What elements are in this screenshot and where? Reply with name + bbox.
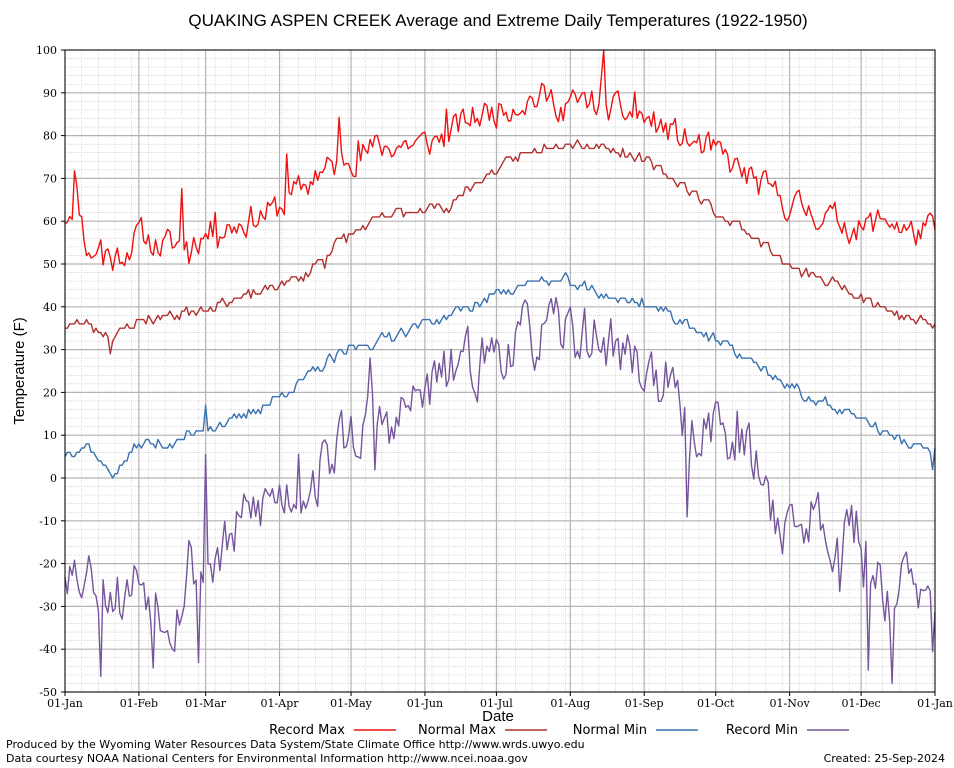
y-tick-label: -20 [39, 558, 57, 571]
x-tick-label: 01-Jun [407, 697, 443, 710]
x-axis-label: Date [482, 708, 514, 725]
y-tick-label: 100 [36, 44, 57, 57]
y-tick-label: 90 [43, 87, 57, 100]
y-tick-label: 0 [50, 472, 57, 485]
y-tick-label: 50 [43, 258, 57, 271]
legend-label-normal-min: Normal Min [573, 723, 647, 738]
legend-item-normal-max: Normal Max [418, 723, 547, 738]
y-tick-label: 20 [43, 386, 57, 399]
footer-credit-noaa: Data courtesy NOAA National Centers for … [6, 752, 528, 765]
x-tick-label: 01-Jan [47, 697, 83, 710]
legend-item-normal-min: Normal Min [573, 723, 698, 738]
y-tick-label: 10 [43, 429, 57, 442]
legend-label-record-min: Record Min [726, 723, 798, 738]
y-tick-label: 40 [43, 301, 57, 314]
x-tick-label: 01-Feb [120, 697, 158, 710]
y-tick-label: 70 [43, 172, 57, 185]
legend-item-record-max: Record Max [269, 723, 396, 738]
series-layer [64, 49, 936, 685]
x-tick-label: 01-Jan [917, 697, 953, 710]
y-axis-label: Temperature (F) [11, 317, 28, 425]
x-tick-label: 01-May [330, 697, 373, 710]
y-tick-label: 30 [43, 344, 57, 357]
y-tick-label: -30 [39, 600, 57, 613]
legend-label-normal-max: Normal Max [418, 723, 496, 738]
plot-frame [64, 49, 936, 693]
y-axis: -50 -40 -30 -20 -10 0 10 20 30 40 50 60 70 80 90 100 [36, 44, 65, 699]
series-line-record-min [64, 296, 936, 685]
legend-label-record-max: Record Max [269, 723, 345, 738]
x-tick-label: 01-Jul [480, 697, 513, 710]
y-tick-label: 80 [43, 130, 57, 143]
legend-item-record-min: Record Min [726, 723, 849, 738]
x-axis: 01-Jan 01-Feb 01-Mar 01-Apr 01-May 01-Jun 01-J… [47, 692, 953, 710]
footer-created-date: Created: 25-Sep-2024 [824, 752, 945, 765]
series-line-normal-min [64, 271, 936, 479]
y-tick-label: -40 [39, 643, 57, 656]
y-tick-label: -10 [39, 515, 57, 528]
x-tick-label: 01-Sep [625, 697, 664, 710]
footer-credit-wrds: Produced by the Wyoming Water Resources … [6, 738, 585, 751]
plot-area [65, 50, 935, 692]
x-tick-label: 01-Apr [261, 697, 300, 710]
x-tick-label: 01-Oct [697, 697, 735, 710]
series-line-record-max [64, 49, 936, 272]
x-tick-label: 01-Nov [770, 697, 811, 710]
x-tick-label: 01-Mar [185, 697, 227, 710]
y-tick-label: 60 [43, 215, 57, 228]
y-tick-label: -50 [39, 686, 57, 699]
legend: Record Max Normal Max Normal Min Record … [269, 723, 849, 738]
x-tick-label: 01-Dec [842, 697, 881, 710]
series-line-normal-max [65, 139, 936, 355]
chart-title: QUAKING ASPEN CREEK Average and Extreme … [188, 11, 807, 30]
x-tick-label: 01-Aug [550, 697, 590, 710]
